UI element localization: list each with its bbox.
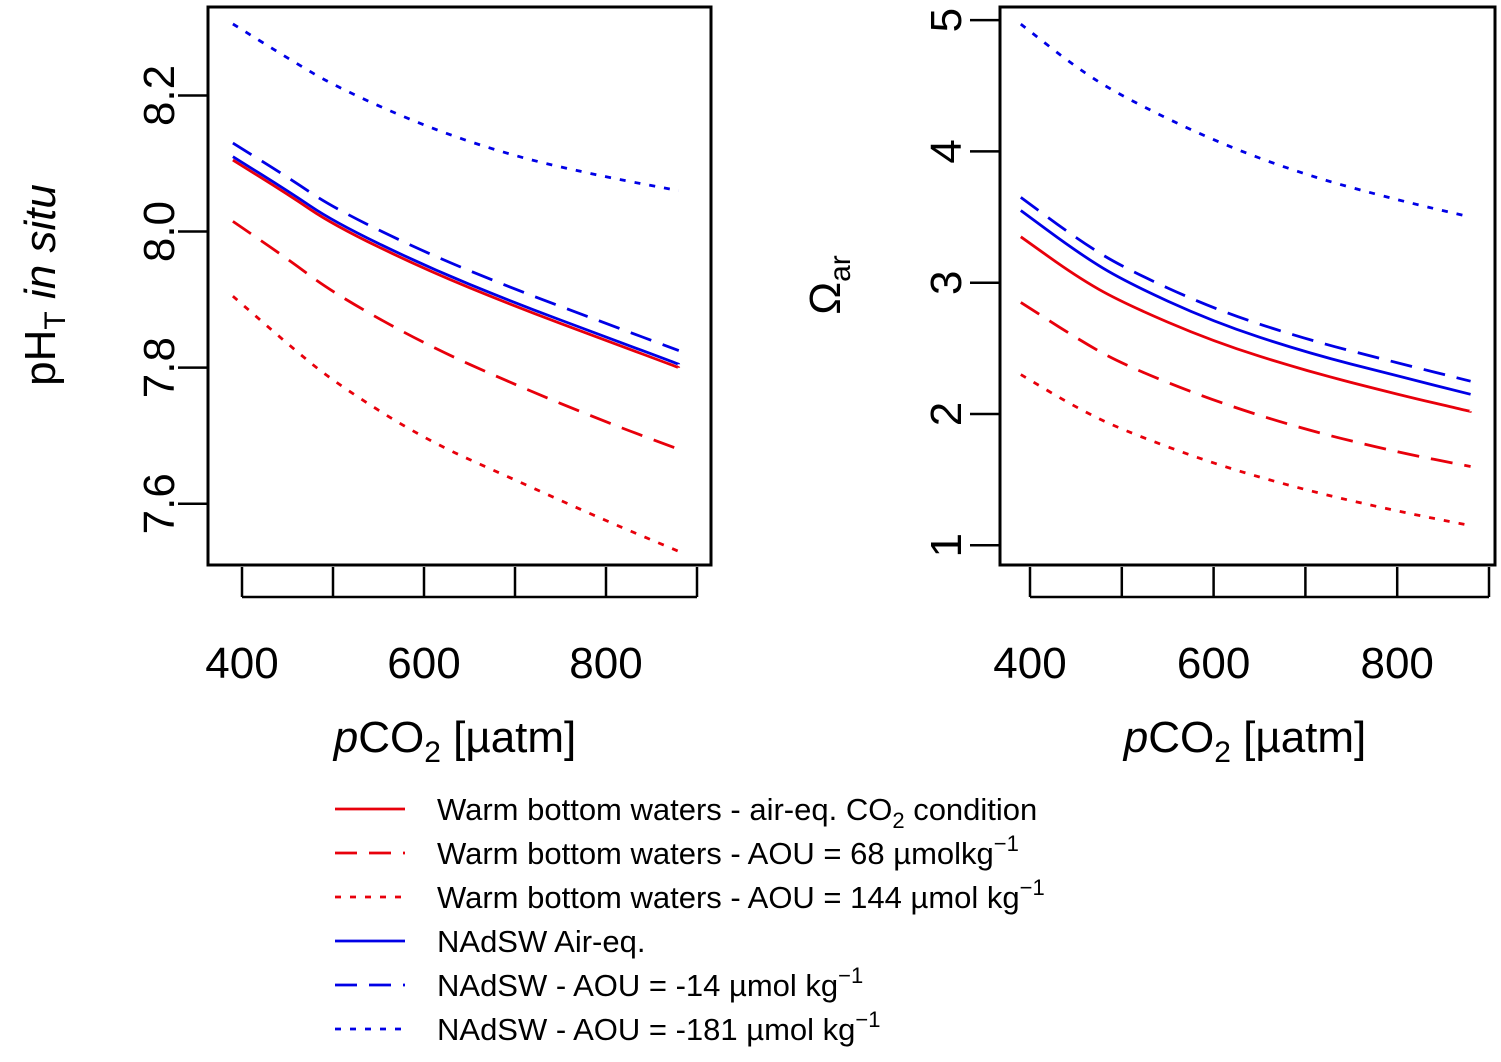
legend-label-text-2: Warm bottom waters - AOU = 68 µmolkg	[437, 836, 994, 871]
omega-y-tick-label-4: 4	[922, 139, 971, 163]
omega-x-title-sub: 2	[1214, 736, 1231, 769]
legend-label-3: Warm bottom waters - AOU = 144 µmol kg−1	[437, 875, 1045, 915]
omega-x-tick-label-600: 600	[1177, 639, 1250, 688]
omega-series-line-1	[1019, 235, 1472, 413]
legend-label-6: NAdSW - AOU = -181 µmol kg−1	[437, 1007, 881, 1047]
legend: Warm bottom waters - air-eq. CO2 conditi…	[335, 792, 1045, 1047]
ph-y-tick-label-8: 8.0	[135, 201, 184, 262]
ph-plot-frame	[206, 5, 713, 567]
ph-series-line-3	[231, 295, 680, 553]
ph-y-tick-label-7-8: 7.8	[135, 337, 184, 398]
ph-y-tick-label-7-6: 7.6	[135, 473, 184, 534]
omega-series-line-4	[1019, 209, 1471, 396]
ph-y-axis-title: pHT in situ	[16, 184, 72, 386]
legend-label-text-1: Warm bottom waters - air-eq. CO	[437, 792, 892, 827]
ph-x-axis: 400 600 800	[205, 567, 699, 688]
omega-x-axis-title: pCO2 [µatm]	[1122, 713, 1367, 769]
legend-label-5: NAdSW - AOU = -14 µmol kg−1	[437, 963, 863, 1003]
ph-series-line-2	[232, 220, 680, 451]
omega-y-axis-title: Ωar	[801, 255, 857, 315]
ph-x-axis-title: pCO2 [µatm]	[332, 713, 577, 769]
omega-x-tick-label-800: 800	[1360, 639, 1433, 688]
legend-label-sup-2: −1	[994, 831, 1019, 856]
omega-y-axis: 1 2 3 4 5	[922, 8, 1000, 558]
legend-label-text-5: NAdSW - AOU = -14 µmol kg	[437, 968, 838, 1003]
legend-label-sup-5: −1	[838, 963, 863, 988]
legend-label-sup-3: −1	[1020, 875, 1045, 900]
ph-x-tick-label-400: 400	[205, 639, 278, 688]
omega-series-group	[1019, 22, 1472, 527]
legend-label-4: NAdSW Air-eq.	[437, 924, 645, 959]
ph-x-tick-label-800: 800	[569, 639, 642, 688]
ph-y-title-sub: T	[39, 311, 72, 329]
legend-label-sub-1: 2	[892, 808, 904, 833]
legend-label-after-1: condition	[905, 792, 1038, 827]
ph-x-title-rest: [µatm]	[441, 713, 576, 762]
ph-panel: 400 600 800 7.6 7.8 8.0 8.2 pCO2 [µatm] pHT i…	[16, 5, 713, 769]
ph-x-title-italic: p	[332, 713, 358, 762]
legend-label-text-6: NAdSW - AOU = -181 µmol kg	[437, 1012, 855, 1047]
ph-series-line-1	[232, 158, 681, 370]
omega-series-line-6	[1019, 22, 1472, 219]
omega-x-title-main: CO	[1148, 713, 1214, 762]
omega-plot-frame	[998, 5, 1497, 567]
ph-y-title-italic: in situ	[16, 184, 65, 311]
legend-label-text-4: NAdSW Air-eq.	[437, 924, 645, 959]
ph-x-tick-label-600: 600	[387, 639, 460, 688]
omega-x-tick-label-400: 400	[993, 639, 1066, 688]
omega-y-tick-label-3: 3	[922, 270, 971, 294]
ph-y-tick-label-8-2: 8.2	[135, 65, 184, 126]
legend-label-2: Warm bottom waters - AOU = 68 µmolkg−1	[437, 831, 1019, 871]
ph-series-line-4	[232, 155, 681, 366]
ph-y-title-main: pH	[16, 330, 65, 386]
legend-label-sup-6: −1	[855, 1007, 880, 1032]
omega-y-title-main: Ω	[801, 282, 850, 315]
omega-series-line-2	[1020, 301, 1471, 468]
ph-x-title-main: CO	[358, 713, 424, 762]
omega-y-tick-label-5: 5	[922, 8, 971, 32]
omega-series-line-5	[1019, 196, 1471, 383]
ph-series-line-6	[232, 22, 680, 193]
ph-y-axis: 7.6 7.8 8.0 8.2	[135, 65, 208, 534]
legend-label-text-3: Warm bottom waters - AOU = 144 µmol kg	[437, 880, 1020, 915]
omega-y-tick-label-2: 2	[922, 402, 971, 426]
omega-x-title-italic: p	[1122, 713, 1148, 762]
legend-label-1: Warm bottom waters - air-eq. CO2 conditi…	[437, 792, 1037, 833]
ph-series-line-5	[232, 141, 680, 352]
omega-y-title-sub: ar	[824, 255, 857, 282]
omega-series-line-3	[1020, 373, 1471, 527]
ph-series-group	[231, 22, 681, 553]
omega-x-title-rest: [µatm]	[1231, 713, 1366, 762]
ph-x-title-sub: 2	[424, 736, 441, 769]
omega-y-tick-label-1: 1	[922, 533, 971, 557]
omega-x-axis: 400 600 800	[993, 567, 1491, 688]
